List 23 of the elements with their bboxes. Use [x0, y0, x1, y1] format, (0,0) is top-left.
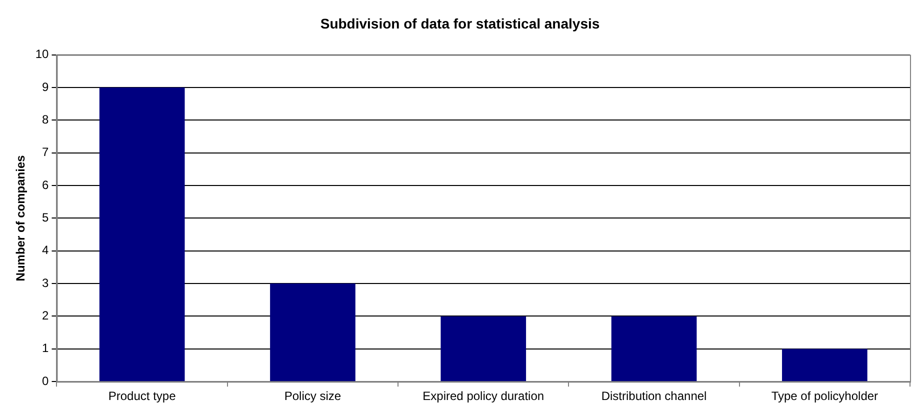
bar [440, 316, 526, 382]
y-tick-label: 8 [42, 112, 50, 126]
bar [270, 284, 356, 382]
x-tick-label: Type of policyholder [771, 389, 878, 404]
y-tick-label: 10 [35, 47, 50, 62]
bar [611, 316, 697, 382]
x-tick-label: Distribution channel [601, 389, 707, 404]
y-tick-label: 3 [42, 276, 50, 290]
y-tick-label: 6 [42, 178, 50, 192]
y-tick-label: 9 [42, 80, 50, 94]
bar [782, 348, 868, 382]
y-tick-label: 2 [42, 308, 50, 323]
x-tick-label: Expired policy duration [422, 389, 544, 404]
chart-title: Subdivision of data for statistical analysis [320, 15, 600, 32]
y-tick-label: 5 [42, 210, 50, 225]
x-tick-label: Product type [108, 389, 176, 404]
bar [99, 87, 185, 382]
y-tick-label: 4 [42, 243, 50, 258]
y-tick-label: 7 [42, 145, 50, 160]
x-tick-label: Policy size [284, 389, 342, 404]
y-axis-title: Number of companies [14, 154, 28, 282]
y-tick-label: 1 [42, 341, 50, 356]
y-tick-label: 0 [42, 374, 50, 388]
